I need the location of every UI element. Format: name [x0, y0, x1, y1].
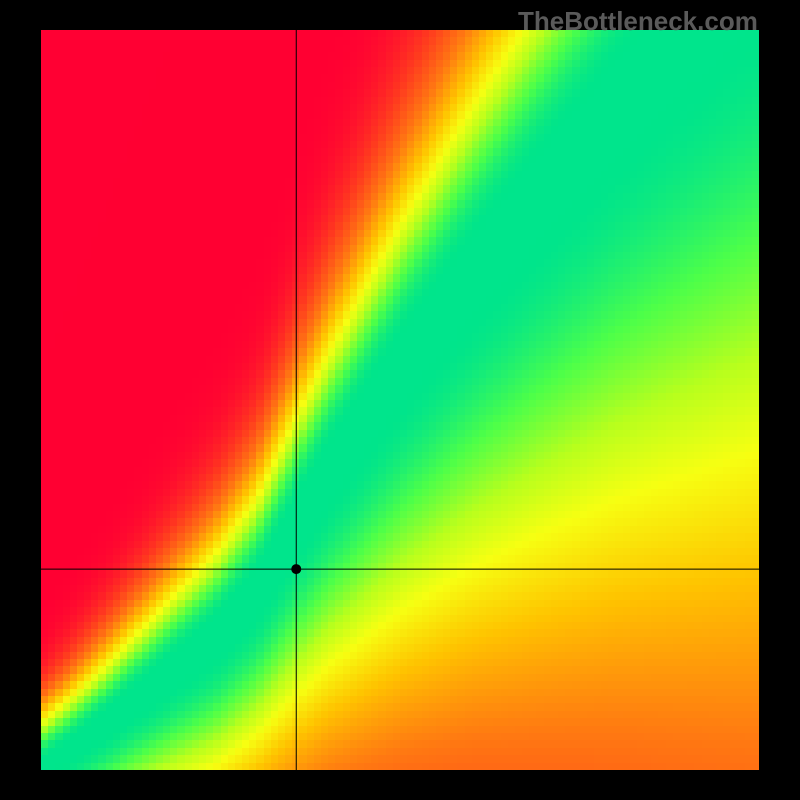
heatmap-canvas — [41, 30, 759, 770]
watermark-text: TheBottleneck.com — [518, 6, 758, 37]
chart-container: TheBottleneck.com — [0, 0, 800, 800]
